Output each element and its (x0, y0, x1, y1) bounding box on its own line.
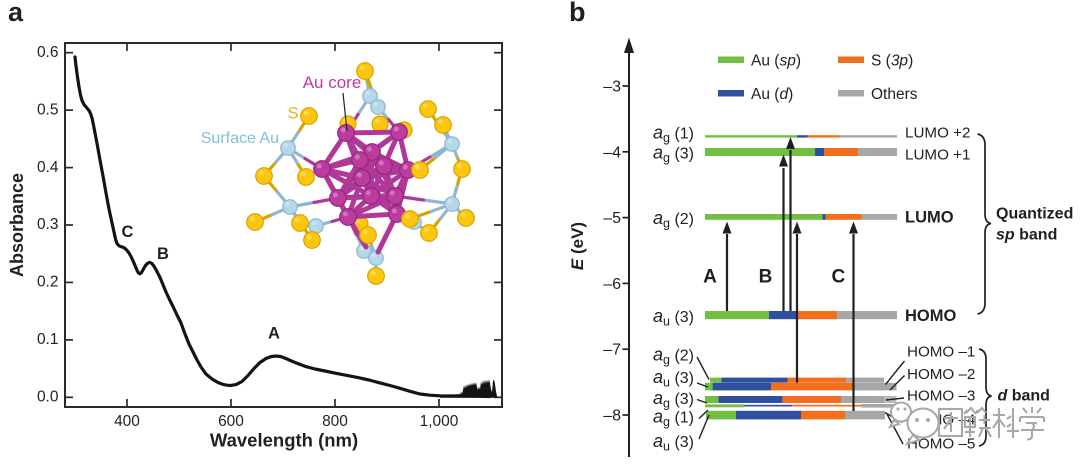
svg-text:Others: Others (871, 86, 918, 103)
svg-text:HOMO –1: HOMO –1 (907, 344, 975, 361)
svg-text:1,000: 1,000 (420, 413, 459, 430)
svg-text:C: C (832, 267, 846, 288)
svg-text:ag (2): ag (2) (653, 345, 694, 368)
svg-text:HOMO –2: HOMO –2 (907, 366, 975, 383)
svg-text:E (eV): E (eV) (568, 222, 587, 270)
svg-text:0.4: 0.4 (37, 159, 59, 176)
svg-text:HOMO: HOMO (905, 307, 956, 325)
svg-text:–7: –7 (603, 342, 621, 359)
svg-text:Surface Au: Surface Au (201, 130, 279, 147)
svg-text:–8: –8 (603, 408, 621, 425)
svg-text:Quantized: Quantized (996, 206, 1073, 223)
svg-text:C: C (122, 223, 134, 241)
svg-text:0.0: 0.0 (37, 389, 59, 406)
svg-text:0.6: 0.6 (37, 44, 59, 61)
svg-text:S (3p): S (3p) (871, 53, 913, 70)
svg-text:b: b (569, 0, 586, 27)
svg-text:Au core: Au core (303, 73, 362, 92)
svg-text:Au (d): Au (d) (751, 86, 793, 103)
svg-text:–6: –6 (603, 276, 621, 293)
svg-text:0.2: 0.2 (37, 274, 59, 291)
svg-text:ag (1): ag (1) (653, 407, 694, 430)
svg-text:au (3): au (3) (653, 306, 694, 329)
svg-text:Wavelength (nm): Wavelength (nm) (210, 430, 358, 451)
svg-text:Absorbance: Absorbance (7, 173, 27, 277)
svg-text:–3: –3 (603, 79, 621, 96)
svg-text:HOMO –3: HOMO –3 (907, 387, 975, 404)
svg-text:au (3): au (3) (653, 367, 694, 390)
svg-text:0.5: 0.5 (37, 101, 59, 118)
svg-text:ag (1): ag (1) (653, 123, 694, 146)
svg-text:–5: –5 (603, 210, 621, 227)
svg-text:a: a (8, 0, 24, 27)
svg-text:LUMO +2: LUMO +2 (905, 125, 970, 142)
svg-text:–4: –4 (603, 144, 621, 161)
svg-text:HOMO –5: HOMO –5 (907, 436, 975, 453)
svg-text:800: 800 (322, 413, 348, 430)
svg-text:600: 600 (218, 413, 244, 430)
svg-text:ag (2): ag (2) (653, 208, 694, 231)
svg-text:LUMO +1: LUMO +1 (905, 146, 970, 163)
svg-text:B: B (759, 267, 773, 288)
svg-text:0.1: 0.1 (37, 331, 59, 348)
svg-text:LUMO: LUMO (905, 209, 954, 227)
svg-text:d band: d band (998, 387, 1050, 404)
svg-text:B: B (157, 245, 169, 263)
svg-text:Au (sp): Au (sp) (751, 53, 801, 70)
svg-text:ag (3): ag (3) (653, 388, 694, 411)
svg-text:ag (3): ag (3) (653, 142, 694, 165)
svg-text:au (3): au (3) (653, 431, 694, 454)
svg-text:S: S (287, 104, 298, 123)
svg-text:A: A (703, 267, 717, 288)
svg-text:400: 400 (114, 413, 140, 430)
svg-text:sp band: sp band (996, 227, 1057, 244)
svg-text:A: A (268, 325, 280, 343)
svg-text:0.3: 0.3 (37, 216, 59, 233)
